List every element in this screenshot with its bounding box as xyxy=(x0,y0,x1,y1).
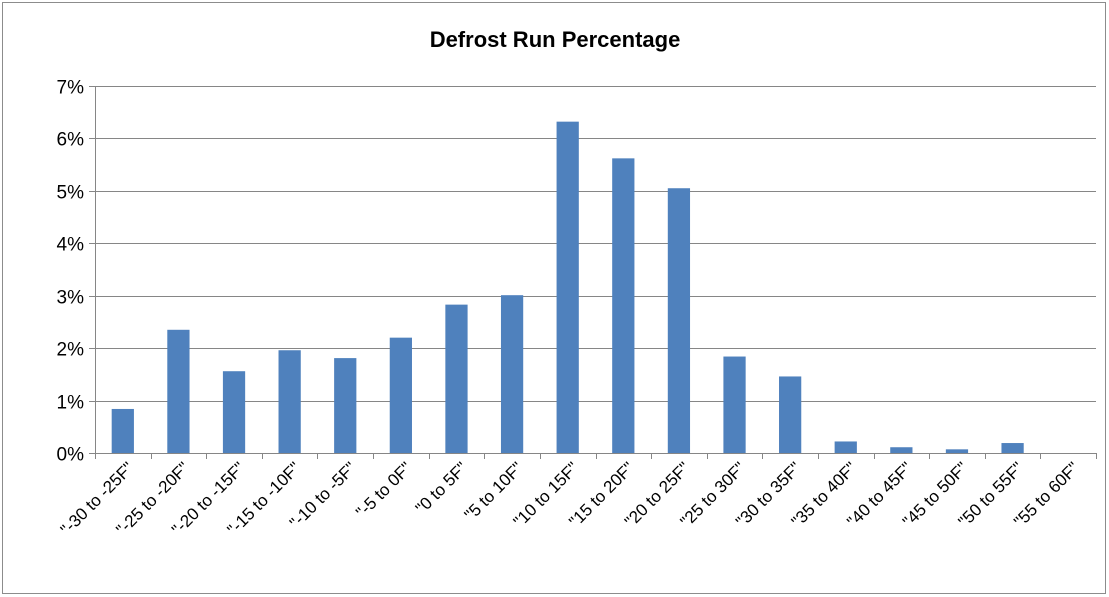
bar xyxy=(445,304,468,453)
x-tick-label: "-5 to 0F" xyxy=(352,458,415,521)
y-tick-label: 7% xyxy=(57,78,85,99)
bar xyxy=(667,188,691,453)
y-tick-label: 0% xyxy=(57,445,85,466)
bars xyxy=(111,121,1024,453)
y-tick-label: 3% xyxy=(57,288,85,309)
bar xyxy=(945,449,969,453)
y-tick-label: 4% xyxy=(57,235,85,256)
bar xyxy=(222,371,246,453)
gridlines xyxy=(95,86,1096,402)
bar xyxy=(334,358,357,453)
bar xyxy=(834,441,857,453)
bar xyxy=(556,121,579,453)
y-tick-label: 6% xyxy=(57,130,85,151)
bar xyxy=(500,295,524,453)
bar xyxy=(779,376,802,453)
y-tick-label: 2% xyxy=(57,340,85,361)
y-tick-label: 1% xyxy=(57,393,85,414)
bar xyxy=(111,408,134,453)
bar xyxy=(890,447,913,453)
bar xyxy=(278,350,301,453)
bar xyxy=(612,158,635,453)
axes xyxy=(89,86,1097,459)
bar xyxy=(167,329,190,453)
y-tick-label: 5% xyxy=(57,183,85,204)
bar xyxy=(723,356,746,453)
bar xyxy=(1001,443,1024,453)
bar xyxy=(389,337,412,453)
x-tick-labels: "-30 to -25F""-25 to -20F""-20 to -15F""… xyxy=(57,458,1083,539)
y-tick-labels: 0% 1% 2% 3% 4% 5% 6% 7% xyxy=(57,78,85,466)
chart-title: Defrost Run Percentage xyxy=(430,27,681,52)
